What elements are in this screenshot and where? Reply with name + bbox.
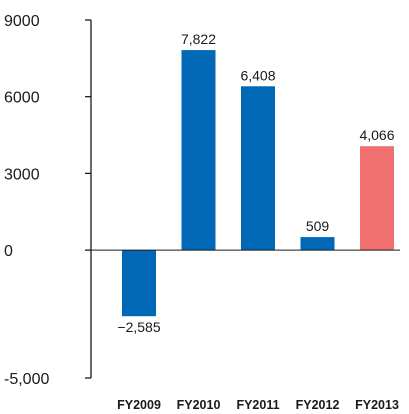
value-label-fy2009: −2,585: [117, 319, 160, 335]
x-tick-label-fy2013: FY2013: [355, 398, 399, 412]
bar-fy2011: [241, 86, 275, 251]
value-label-fy2010: 7,822: [181, 31, 216, 47]
y-tick-label: 0: [4, 243, 13, 260]
value-label-fy2012: 509: [306, 218, 330, 234]
x-labels-group: FY2009 FY2010 FY2011 FY2012 FY2013: [117, 398, 399, 412]
y-tick-label: -5,000: [4, 371, 49, 388]
x-tick-label-fy2010: FY2010: [177, 398, 221, 412]
bar-fy2009: [122, 250, 156, 317]
x-tick-label-fy2012: FY2012: [296, 398, 340, 412]
bar-fy2010: [181, 50, 216, 251]
x-tick-label-fy2011: FY2011: [236, 398, 279, 412]
bar-fy2013: [360, 146, 394, 251]
value-labels-group: −2,585 7,822 6,408 509 4,066: [117, 31, 394, 335]
axes-group: [90, 20, 400, 378]
y-ticks-group: -5,000 0 3000 6000 9000: [4, 13, 91, 388]
value-label-fy2011: 6,408: [240, 67, 275, 83]
bar-fy2012: [300, 237, 335, 251]
y-tick-label: 3000: [4, 166, 40, 183]
y-tick-label: 9000: [4, 13, 40, 30]
y-tick-label: 6000: [4, 90, 40, 107]
bars-group: [122, 50, 394, 317]
x-tick-label-fy2009: FY2009: [117, 398, 161, 412]
value-label-fy2013: 4,066: [359, 127, 394, 143]
